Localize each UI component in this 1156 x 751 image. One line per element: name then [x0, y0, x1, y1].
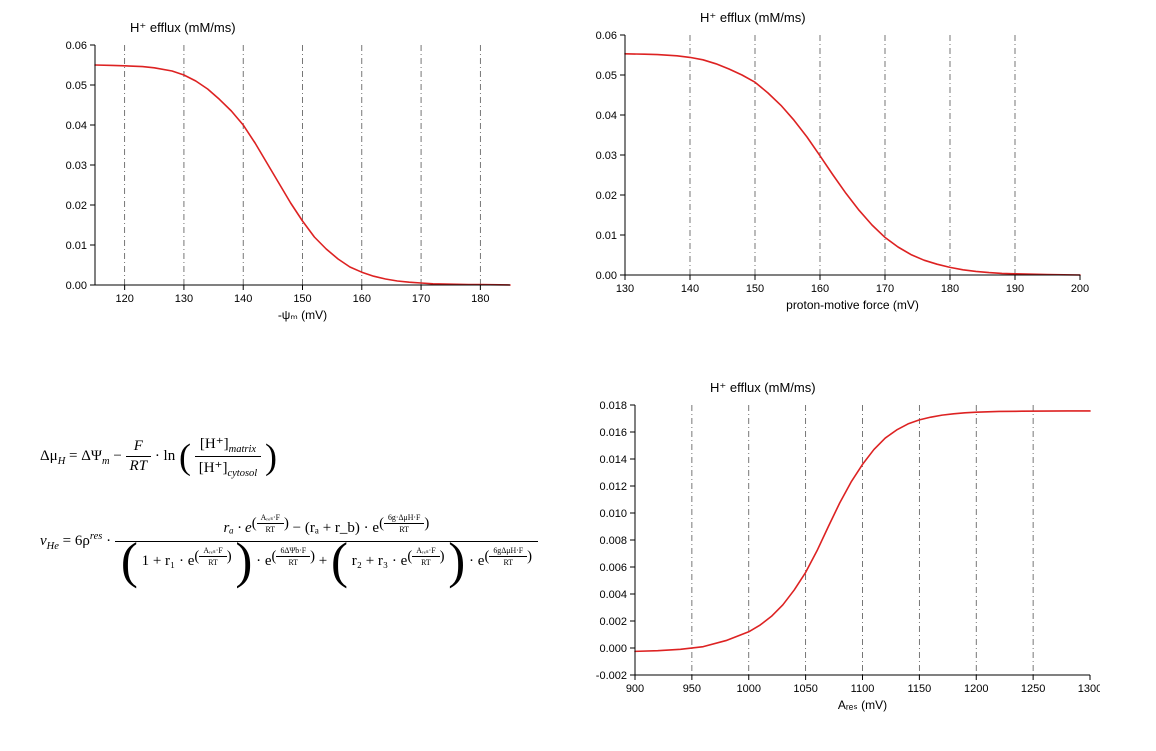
- svg-text:1150: 1150: [908, 683, 932, 695]
- svg-text:180: 180: [941, 283, 959, 295]
- equation-v-he: νHe = 6ρres · rₐ · e(Aᵣₑₛ·FRT) − (rₐ + r…: [40, 509, 538, 574]
- svg-text:-0.002: -0.002: [596, 670, 627, 682]
- chart-tr-svg: 130 140 150 160 170 180 190 200 0.00 0.01 0.02 0.03…: [570, 10, 1090, 320]
- svg-text:0.006: 0.006: [599, 562, 627, 574]
- svg-text:0.002: 0.002: [599, 616, 627, 628]
- svg-text:0.04: 0.04: [596, 110, 617, 122]
- svg-text:200: 200: [1071, 283, 1089, 295]
- equations-block: ΔμH = ΔΨm − FRT · ln ( [H⁺]matrix [H⁺]cy…: [40, 420, 538, 588]
- svg-text:1250: 1250: [1021, 683, 1045, 695]
- svg-text:Aᵣₑₛ (mV): Aᵣₑₛ (mV): [838, 698, 887, 712]
- svg-text:140: 140: [681, 283, 699, 295]
- svg-text:150: 150: [746, 283, 764, 295]
- svg-text:0.008: 0.008: [599, 535, 627, 547]
- svg-text:1300: 1300: [1078, 683, 1100, 695]
- svg-text:150: 150: [293, 293, 311, 305]
- svg-text:1200: 1200: [964, 683, 988, 695]
- svg-text:0.000: 0.000: [599, 643, 627, 655]
- svg-text:0.010: 0.010: [599, 508, 627, 520]
- svg-text:1100: 1100: [851, 683, 875, 695]
- svg-text:0.01: 0.01: [596, 230, 617, 242]
- svg-text:1050: 1050: [793, 683, 817, 695]
- chart-top-left: H⁺ efflux (mM/ms) 120 130 140 150 160 170 180 0…: [40, 20, 520, 330]
- chart-br-svg: 900 950 1000 1050 1100 1150 1200 1250 1300 -0.002…: [580, 380, 1100, 720]
- svg-text:120: 120: [115, 293, 133, 305]
- chart-tr-title: H⁺ efflux (mM/ms): [700, 10, 806, 26]
- svg-text:180: 180: [471, 293, 489, 305]
- svg-text:140: 140: [234, 293, 252, 305]
- svg-text:170: 170: [412, 293, 430, 305]
- svg-text:0.016: 0.016: [599, 427, 627, 439]
- svg-text:130: 130: [175, 293, 193, 305]
- svg-text:0.01: 0.01: [66, 240, 87, 252]
- svg-text:0.02: 0.02: [596, 190, 617, 202]
- equation-delta-mu: ΔμH = ΔΨm − FRT · ln ( [H⁺]matrix [H⁺]cy…: [40, 434, 538, 479]
- svg-text:0.02: 0.02: [66, 200, 87, 212]
- svg-text:0.004: 0.004: [599, 589, 627, 601]
- svg-text:190: 190: [1006, 283, 1024, 295]
- chart-br-title: H⁺ efflux (mM/ms): [710, 380, 816, 396]
- svg-text:proton-motive force (mV): proton-motive force (mV): [786, 298, 919, 312]
- chart-bottom-right: H⁺ efflux (mM/ms) 900 950 1000 1050 1100 1150…: [580, 380, 1100, 720]
- svg-text:170: 170: [876, 283, 894, 295]
- chart-tl-title: H⁺ efflux (mM/ms): [130, 20, 236, 36]
- svg-text:0.014: 0.014: [599, 454, 627, 466]
- chart-top-right: H⁺ efflux (mM/ms) 130 140 150 160 170 180 190 2…: [570, 10, 1090, 320]
- svg-text:0.03: 0.03: [596, 150, 617, 162]
- svg-text:130: 130: [616, 283, 634, 295]
- svg-text:0.06: 0.06: [66, 40, 87, 52]
- svg-text:0.00: 0.00: [66, 280, 87, 292]
- svg-text:1000: 1000: [737, 683, 761, 695]
- svg-text:0.018: 0.018: [599, 400, 627, 412]
- svg-text:0.05: 0.05: [66, 80, 87, 92]
- svg-text:-ψₘ (mV): -ψₘ (mV): [278, 308, 327, 322]
- svg-text:900: 900: [626, 683, 644, 695]
- svg-text:0.012: 0.012: [599, 481, 627, 493]
- svg-text:160: 160: [811, 283, 829, 295]
- svg-text:0.06: 0.06: [596, 30, 617, 42]
- svg-text:950: 950: [683, 683, 701, 695]
- svg-text:0.04: 0.04: [66, 120, 87, 132]
- svg-text:160: 160: [353, 293, 371, 305]
- svg-text:0.00: 0.00: [596, 270, 617, 282]
- chart-tl-svg: 120 130 140 150 160 170 180 0.00 0.01 0.02 0.03 0.0…: [40, 20, 520, 330]
- svg-text:0.03: 0.03: [66, 160, 87, 172]
- svg-text:0.05: 0.05: [596, 70, 617, 82]
